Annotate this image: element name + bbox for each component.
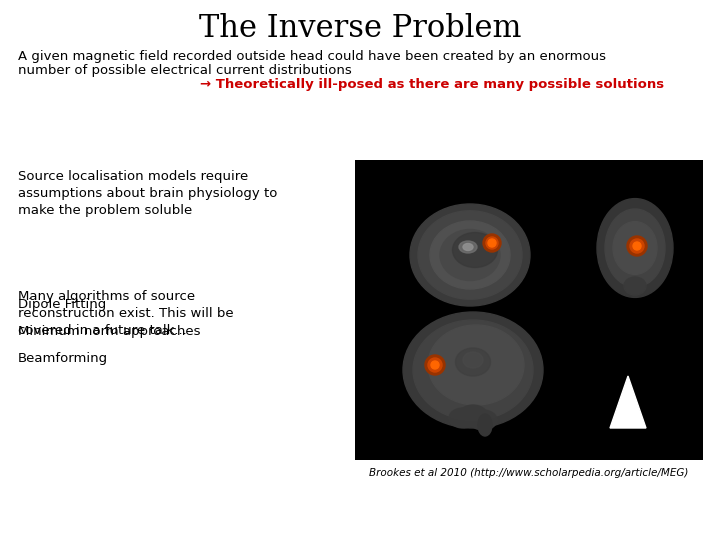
Text: A given magnetic field recorded outside head could have been created by an enorm: A given magnetic field recorded outside … — [18, 50, 606, 63]
Text: Brookes et al 2010 (http://www.scholarpedia.org/article/MEG): Brookes et al 2010 (http://www.scholarpe… — [369, 468, 689, 478]
Text: number of possible electrical current distributions: number of possible electrical current di… — [18, 64, 352, 77]
Circle shape — [488, 239, 496, 247]
Text: Minimum norm approaches: Minimum norm approaches — [18, 325, 200, 338]
Ellipse shape — [624, 277, 646, 295]
Text: → Theoretically ill-posed as there are many possible solutions: → Theoretically ill-posed as there are m… — [200, 78, 664, 91]
Text: Many algorithms of source
reconstruction exist. This will be
covered in a future: Many algorithms of source reconstruction… — [18, 290, 233, 337]
Ellipse shape — [597, 199, 673, 298]
Ellipse shape — [469, 410, 497, 430]
Ellipse shape — [410, 204, 530, 306]
Circle shape — [627, 236, 647, 256]
Circle shape — [483, 234, 501, 252]
Ellipse shape — [403, 312, 543, 428]
Ellipse shape — [428, 325, 524, 405]
Polygon shape — [610, 376, 646, 428]
Text: Source localisation models require
assumptions about brain physiology to
make th: Source localisation models require assum… — [18, 170, 277, 217]
Ellipse shape — [605, 209, 665, 287]
Ellipse shape — [452, 233, 498, 267]
Ellipse shape — [463, 244, 473, 251]
Ellipse shape — [430, 221, 510, 289]
Ellipse shape — [459, 405, 487, 425]
Ellipse shape — [613, 221, 657, 274]
Ellipse shape — [413, 320, 533, 420]
Circle shape — [633, 242, 641, 250]
Ellipse shape — [449, 408, 477, 428]
Text: Dipole Fitting: Dipole Fitting — [18, 298, 107, 311]
Text: Beamforming: Beamforming — [18, 352, 108, 365]
Circle shape — [425, 355, 445, 375]
Ellipse shape — [478, 414, 492, 436]
Ellipse shape — [463, 352, 483, 368]
Bar — [355, 160, 703, 460]
Ellipse shape — [418, 211, 522, 299]
Circle shape — [431, 361, 439, 369]
Ellipse shape — [440, 230, 500, 280]
Ellipse shape — [456, 348, 490, 376]
Text: The Inverse Problem: The Inverse Problem — [199, 13, 521, 44]
Circle shape — [428, 358, 442, 372]
Circle shape — [630, 239, 644, 253]
Ellipse shape — [459, 241, 477, 253]
Circle shape — [486, 237, 498, 249]
